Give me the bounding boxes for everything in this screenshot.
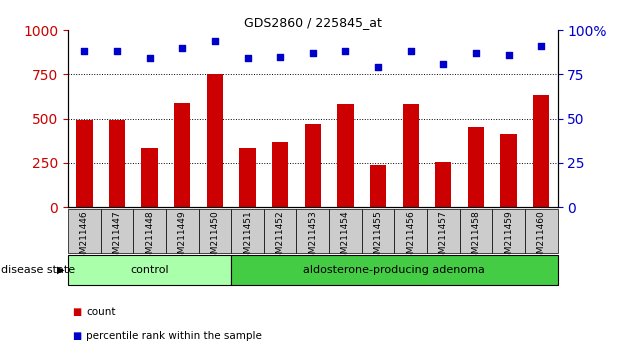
Bar (427, 209, 460, 253)
Point (340, 48, 350, 54)
Bar (329, 209, 362, 253)
Text: ■: ■ (72, 307, 82, 316)
Text: GSM211460: GSM211460 (537, 210, 546, 265)
Bar (76, 120, 93, 207)
Text: GSM211452: GSM211452 (276, 210, 285, 265)
Text: GSM211455: GSM211455 (374, 210, 382, 265)
Text: aldosterone-producing adenoma: aldosterone-producing adenoma (304, 265, 485, 275)
Text: GSM211457: GSM211457 (439, 210, 448, 265)
Text: GSM211446: GSM211446 (80, 210, 89, 265)
Text: GSM211451: GSM211451 (243, 210, 252, 265)
Point (536, 43, 546, 49)
Point (503, 52, 513, 58)
Point (406, 48, 416, 54)
Bar (207, 74, 223, 207)
Bar (109, 120, 125, 207)
Bar (337, 104, 353, 207)
Bar (239, 148, 256, 207)
Text: percentile rank within the sample: percentile rank within the sample (86, 331, 262, 341)
Point (144, 56, 155, 61)
Text: count: count (86, 307, 116, 316)
Point (177, 45, 187, 51)
Text: ▶: ▶ (57, 265, 64, 275)
Bar (174, 103, 190, 207)
Bar (435, 162, 452, 207)
Bar (362, 209, 394, 253)
Bar (370, 166, 386, 207)
Bar (68, 209, 101, 253)
Point (438, 61, 449, 67)
Bar (198, 209, 231, 253)
Point (275, 54, 285, 59)
Text: GSM211458: GSM211458 (471, 210, 481, 265)
Point (79, 48, 89, 54)
Text: GSM211447: GSM211447 (113, 210, 122, 265)
Title: GDS2860 / 225845_at: GDS2860 / 225845_at (244, 16, 382, 29)
Point (243, 56, 253, 61)
Bar (101, 209, 134, 253)
Bar (264, 209, 297, 253)
Bar (468, 127, 484, 207)
Text: ■: ■ (72, 331, 82, 341)
Bar (394, 209, 427, 253)
Bar (403, 104, 419, 207)
Bar (525, 209, 558, 253)
Text: disease state: disease state (1, 265, 76, 275)
Bar (134, 209, 166, 253)
Text: GSM211453: GSM211453 (308, 210, 318, 265)
Bar (166, 209, 198, 253)
Bar (492, 209, 525, 253)
Bar (297, 209, 329, 253)
Point (307, 50, 318, 56)
Text: GSM211448: GSM211448 (145, 210, 154, 265)
Text: GSM211450: GSM211450 (210, 210, 219, 265)
Bar (68, 255, 231, 285)
Point (112, 48, 122, 54)
Point (471, 50, 481, 56)
Text: GSM211449: GSM211449 (178, 210, 186, 265)
Text: GSM211454: GSM211454 (341, 210, 350, 265)
Text: GSM211456: GSM211456 (406, 210, 415, 265)
Text: control: control (130, 265, 169, 275)
Bar (305, 124, 321, 207)
Bar (533, 95, 549, 207)
Bar (272, 142, 289, 207)
Bar (500, 133, 517, 207)
Bar (231, 255, 558, 285)
Bar (460, 209, 492, 253)
Point (210, 38, 220, 44)
Text: GSM211459: GSM211459 (504, 210, 513, 265)
Bar (142, 148, 158, 207)
Point (373, 64, 383, 70)
Bar (231, 209, 264, 253)
